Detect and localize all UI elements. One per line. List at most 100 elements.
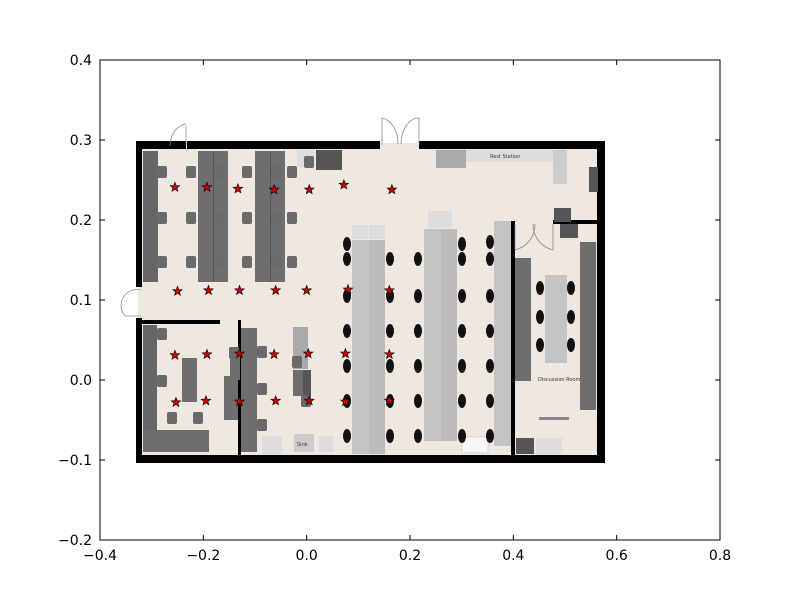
star-marker (302, 347, 314, 359)
chair (486, 252, 494, 266)
y-tick-label: −0.1 (58, 453, 92, 469)
chair (157, 375, 167, 387)
star-marker (268, 183, 280, 195)
chair (214, 256, 224, 268)
cabinet (589, 167, 598, 192)
wall (187, 141, 380, 149)
desk (230, 350, 240, 380)
wall (511, 221, 515, 455)
discussion-table (545, 275, 567, 363)
star-marker (233, 347, 246, 359)
cabinet (319, 436, 333, 452)
desk (293, 370, 303, 396)
y-tick-label: 0.3 (70, 133, 92, 149)
chair (257, 383, 267, 395)
star-marker (270, 284, 282, 296)
star-marker (270, 394, 282, 406)
chair (242, 212, 252, 224)
chair (486, 289, 494, 303)
star-marker (233, 395, 246, 407)
chair (458, 289, 466, 303)
star-marker (169, 349, 181, 360)
door-arc (400, 117, 420, 145)
wall (238, 320, 241, 462)
chair (536, 338, 544, 352)
chair (257, 346, 267, 358)
chair (486, 394, 494, 408)
chair (414, 429, 422, 443)
chair (242, 256, 252, 268)
chair (287, 212, 297, 224)
cabinet (369, 225, 385, 239)
chair (414, 289, 422, 303)
discussion-room-bench (515, 258, 531, 381)
desk (143, 151, 158, 282)
chair (567, 310, 575, 324)
door-arc (169, 123, 187, 147)
chair (304, 156, 314, 168)
chair (458, 394, 466, 408)
cabinet (262, 436, 282, 454)
desk (224, 376, 238, 420)
chair (486, 235, 494, 249)
desk (241, 328, 257, 452)
star-marker (303, 183, 315, 195)
desk-divider (213, 151, 214, 282)
y-tick-label: 0.0 (70, 373, 92, 389)
x-tick-label: 0.6 (606, 548, 628, 564)
sink (294, 434, 314, 452)
wall (136, 318, 142, 463)
x-tick-label: −0.2 (186, 548, 220, 564)
star-marker (383, 284, 395, 296)
chair (486, 429, 494, 443)
chair (414, 324, 422, 338)
star-marker (383, 394, 395, 406)
chair (193, 412, 203, 424)
chair (214, 166, 224, 178)
star-marker (303, 394, 315, 406)
door-arc (381, 117, 399, 145)
chair (287, 166, 297, 178)
wall (136, 455, 605, 463)
star-marker (200, 394, 212, 406)
cabinet (554, 208, 571, 222)
chair (536, 281, 544, 295)
cabinet (352, 225, 368, 239)
star-marker (170, 396, 182, 408)
star-marker (171, 285, 184, 296)
chair (414, 394, 422, 408)
chair (157, 166, 167, 178)
door-arc (532, 223, 554, 251)
long-table (352, 240, 369, 454)
star-markers (169, 178, 398, 408)
star-marker (339, 347, 351, 359)
star-marker (169, 181, 181, 192)
star-marker (201, 181, 213, 192)
y-axis: −0.2 −0.1 0.0 0.1 0.2 0.3 0.4 (58, 53, 720, 549)
chair (414, 359, 422, 373)
long-table (369, 240, 385, 454)
cabinet (516, 438, 534, 454)
chair (157, 256, 167, 268)
desk-divider (270, 151, 271, 282)
chair (458, 252, 466, 266)
chair (229, 347, 239, 359)
chair (186, 166, 196, 178)
y-tick-label: 0.1 (70, 293, 92, 309)
chair (167, 412, 177, 424)
chair (343, 429, 351, 443)
chair (157, 328, 167, 340)
desk (143, 430, 209, 452)
wall (136, 141, 142, 287)
cabinet (461, 436, 489, 454)
y-tick-label: 0.2 (70, 213, 92, 229)
desk (303, 370, 311, 405)
discussion-room-bench (580, 242, 596, 410)
chair (271, 256, 281, 268)
chair (458, 237, 466, 251)
rest-station-label: Rest Station (490, 154, 520, 160)
chair (343, 359, 351, 373)
chair (458, 324, 466, 338)
screen (539, 417, 569, 420)
